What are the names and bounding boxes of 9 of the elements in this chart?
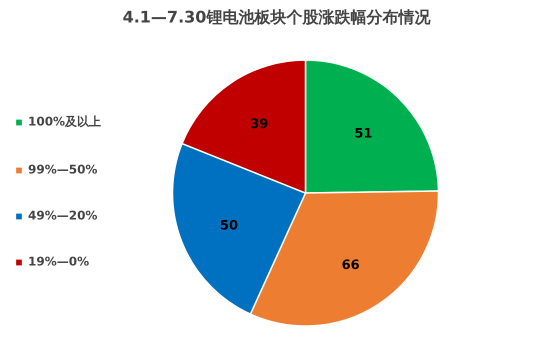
- chart-title: 4.1—7.30锂电池板块个股涨跌幅分布情况: [122, 8, 432, 26]
- data-label: 39: [250, 116, 268, 132]
- legend-label: 100%及以上: [28, 114, 102, 130]
- data-label: 51: [354, 126, 372, 142]
- legend-label: 99%—50%: [28, 162, 98, 176]
- data-label: 50: [220, 218, 238, 234]
- data-label: 66: [342, 258, 360, 274]
- legend-label: 19%—0%: [28, 254, 90, 268]
- legend-label: 49%—20%: [28, 208, 98, 222]
